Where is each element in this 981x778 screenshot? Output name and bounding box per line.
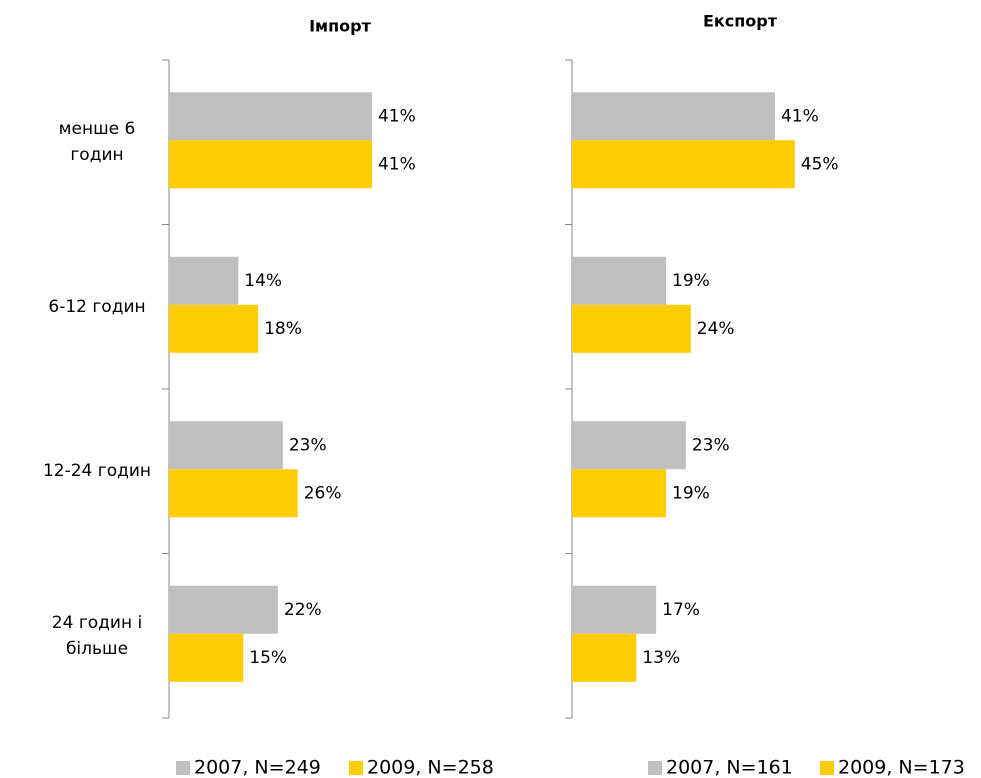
bar <box>572 633 637 682</box>
bar <box>169 140 372 189</box>
value-label: 14% <box>244 271 282 291</box>
bar <box>169 421 283 470</box>
legend-label: 2009, N=173 <box>838 757 965 778</box>
value-label: 45% <box>801 154 839 174</box>
value-label: 13% <box>642 648 680 668</box>
value-label: 23% <box>692 435 730 455</box>
bar <box>169 304 259 353</box>
value-label: 19% <box>672 271 710 291</box>
bar <box>572 256 667 305</box>
value-label: 23% <box>289 435 327 455</box>
value-label: 41% <box>781 106 819 126</box>
value-label: 26% <box>304 483 342 503</box>
legend-swatch <box>820 761 834 775</box>
value-label: 19% <box>672 483 710 503</box>
chart-title: Імпорт <box>309 17 372 36</box>
legend-label: 2007, N=161 <box>666 757 793 778</box>
category-label: менше 6 годин <box>58 119 136 166</box>
value-label: 17% <box>662 600 700 620</box>
bar <box>572 585 657 634</box>
bar <box>169 256 239 305</box>
bar <box>572 304 691 353</box>
bar <box>572 421 686 470</box>
chart-title: Експорт <box>703 12 778 31</box>
bar <box>572 140 795 189</box>
legend-swatch <box>349 761 363 775</box>
bar <box>572 469 667 518</box>
bar <box>169 585 278 634</box>
legend-label: 2007, N=249 <box>194 757 321 778</box>
value-label: 41% <box>378 106 416 126</box>
bar <box>169 92 372 141</box>
value-label: 24% <box>697 319 735 339</box>
legend-swatch <box>176 761 190 775</box>
category-label: 12-24 годин <box>42 461 152 482</box>
value-label: 41% <box>378 154 416 174</box>
bar <box>169 633 244 682</box>
value-label: 15% <box>249 648 287 668</box>
legend-swatch <box>648 761 662 775</box>
value-label: 18% <box>264 319 302 339</box>
bar <box>169 469 298 518</box>
category-label: 6-12 годин <box>48 296 146 317</box>
legend-label: 2009, N=258 <box>367 757 494 778</box>
value-label: 22% <box>284 600 322 620</box>
category-label: 24 годин і більше <box>51 612 143 659</box>
bar <box>572 92 775 141</box>
